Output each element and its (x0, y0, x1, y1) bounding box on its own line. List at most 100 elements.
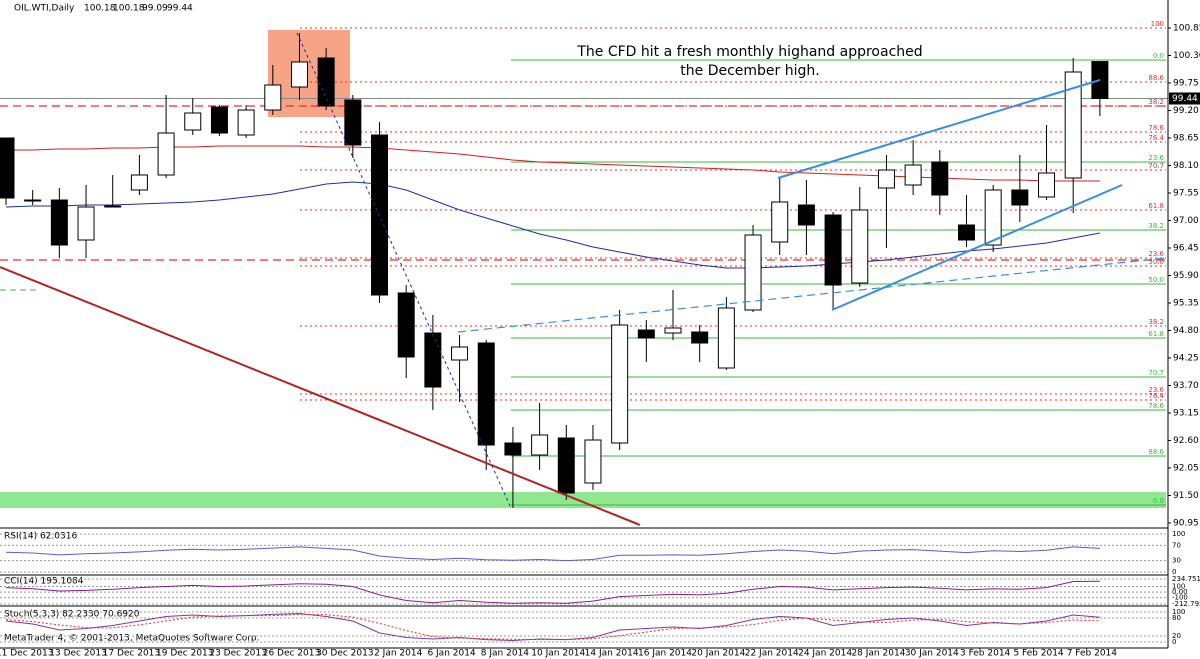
fib-label: 0.0 (1153, 52, 1164, 60)
indicator-title: RSI(14) 62.0316 (4, 532, 77, 542)
indicator-line (5, 580, 1100, 604)
candle-body (504, 442, 522, 456)
trendlines (0, 32, 1167, 526)
x-tick-label: 2 Jan 2014 (374, 649, 422, 659)
candle-body (1011, 189, 1029, 206)
candle-body (904, 164, 922, 186)
fib-label: 38.2 (1148, 222, 1164, 230)
candle-body (851, 209, 869, 284)
current-price-label: 99.44 (1172, 94, 1198, 104)
trendline-dashed (457, 257, 1167, 333)
header-high: 100.18 (113, 4, 145, 14)
candle-body (771, 201, 789, 243)
header-open: 100.18 (84, 4, 116, 14)
candle-body (397, 292, 415, 358)
y-tick-label: 95.35 (1173, 299, 1199, 309)
candle-body (877, 169, 895, 189)
fib-label: 78.6 (1148, 124, 1164, 132)
fib-label: 50.0 (1148, 276, 1164, 284)
y-tick-label: 234.7513 (1172, 575, 1200, 583)
y-tick-label: 94.25 (1173, 354, 1199, 364)
candle-body (104, 205, 122, 208)
moving-average (5, 181, 1100, 269)
candle-body (24, 199, 42, 202)
channel-lower (831, 184, 1123, 311)
y-tick-label: 0 (1172, 638, 1176, 646)
fib-label: 23.6 (1148, 250, 1164, 258)
x-tick-label: 19 Dec 2013 (156, 649, 214, 659)
x-tick-label: 7 Feb 2014 (1067, 649, 1118, 659)
fib-label: 88.6 (1148, 74, 1164, 82)
y-tick-label: 20 (1172, 632, 1181, 640)
fib-label: 38.2 (1148, 98, 1164, 106)
header-close: 99.44 (167, 4, 193, 14)
y-tick-label: 92.60 (1173, 436, 1199, 446)
x-tick-label: 23 Dec 2013 (209, 649, 267, 659)
x-tick-label: 16 Jan 2014 (638, 649, 692, 659)
candle-body (290, 61, 308, 88)
y-tick-label: 100 (1172, 583, 1185, 591)
y-tick-label: 99.75 (1173, 79, 1199, 89)
y-tick-label: 93.15 (1173, 409, 1199, 419)
candle-body (0, 137, 15, 199)
trendline-red (0, 266, 641, 526)
y-tick-label: 98.10 (1173, 161, 1199, 171)
y-tick-label: 30 (1172, 557, 1181, 565)
candle-body (931, 161, 949, 196)
y-tick-label: 0.00 (1172, 588, 1188, 596)
x-tick-label: 6 Jan 2014 (427, 649, 475, 659)
fib-label: 61.8 (1148, 330, 1164, 338)
y-tick-label: 98.65 (1173, 134, 1199, 144)
y-tick-label: 97.00 (1173, 216, 1199, 226)
y-tick-label: 99.20 (1173, 106, 1199, 116)
candle-body (237, 109, 255, 136)
y-tick-label: 0 (1172, 568, 1176, 576)
candle-body (317, 57, 335, 107)
candle-body (824, 214, 842, 286)
indicator-line (5, 613, 1100, 641)
candle-body (210, 106, 228, 134)
candle-body (797, 204, 815, 226)
y-tick-label: 90.95 (1173, 519, 1199, 529)
fib-label: 23.6 (1148, 386, 1164, 394)
y-tick-label: 95.90 (1173, 271, 1199, 281)
y-tick-label: 80 (1172, 614, 1181, 622)
y-tick-label: 70 (1172, 541, 1181, 549)
x-tick-label: 11 Dec 2013 (0, 649, 53, 659)
fib-label: 38.2 (1148, 318, 1164, 326)
candle-body (50, 199, 68, 246)
y-tick-label: 100.85 (1173, 24, 1200, 34)
candle-body (717, 307, 735, 369)
candles-layer (0, 33, 1109, 508)
x-tick-label: 30 Jan 2014 (905, 649, 959, 659)
candle-body (584, 439, 602, 484)
x-tick-label: 26 Dec 2013 (263, 649, 321, 659)
candle-body (264, 84, 282, 111)
indicator-line (5, 546, 1100, 562)
candle-body (184, 112, 202, 131)
channel-upper (777, 79, 1101, 179)
candle-body (984, 189, 1002, 246)
y-tick-label: -212.793 (1172, 600, 1200, 608)
fib-label: 23.6 (1148, 154, 1164, 162)
x-tick-label: 3 Feb 2014 (960, 649, 1011, 659)
y-tick-label: 97.55 (1173, 189, 1199, 199)
y-tick-label: 100 (1172, 530, 1185, 538)
candle-body (477, 342, 495, 446)
candle-body (557, 437, 575, 494)
candle-body (637, 329, 655, 339)
candle-body (957, 224, 975, 241)
x-tick-label: 17 Dec 2013 (103, 649, 161, 659)
candle-body (1064, 71, 1082, 179)
y-tick-label: 94.80 (1173, 326, 1199, 336)
candle-body (744, 234, 762, 311)
candle-body (451, 346, 469, 361)
x-tick-label: 22 Jan 2014 (745, 649, 799, 659)
x-tick-label: 24 Jan 2014 (798, 649, 852, 659)
candle-body (664, 327, 682, 334)
candle-body (531, 434, 549, 456)
y-tick-label: 91.50 (1173, 491, 1199, 501)
annotation: The CFD hit a fresh monthly highand appr… (576, 44, 922, 60)
header-low: 99.09 (142, 4, 168, 14)
